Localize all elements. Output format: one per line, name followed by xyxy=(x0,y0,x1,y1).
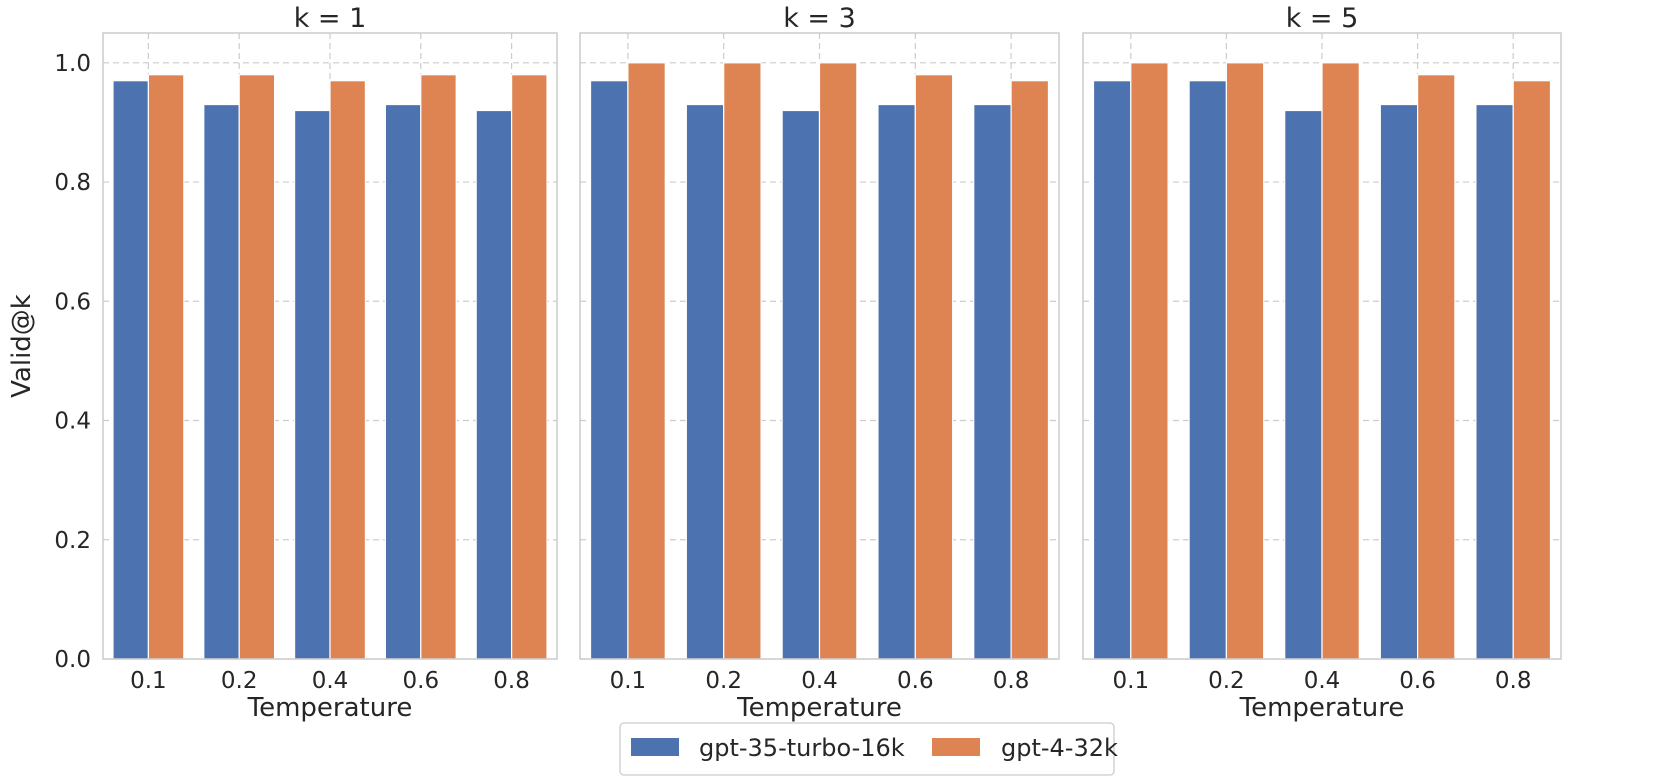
legend-swatch-2 xyxy=(932,738,980,756)
chart-panel-2: 0.1 0.2 0.4 0.6 0.8 Temperature k = 3 xyxy=(579,3,1060,723)
y-tick-label: 0.8 xyxy=(54,170,91,196)
panel-title: k = 1 xyxy=(294,3,367,34)
x-tick-label: 0.2 xyxy=(1208,668,1245,694)
bar-gpt35-0.2 xyxy=(203,103,240,660)
bar-gpt35-0.4 xyxy=(1284,109,1323,660)
bar-gpt35-0.8 xyxy=(475,109,513,660)
x-tick-label: 0.4 xyxy=(801,668,838,694)
panel-title: k = 3 xyxy=(783,3,856,34)
x-axis-label: Temperature xyxy=(1239,693,1405,723)
legend-label-1: gpt-35-turbo-16k xyxy=(699,734,905,762)
bar-gpt4-0.6 xyxy=(1416,74,1456,660)
bar-gpt4-0.8 xyxy=(511,74,548,660)
bar-gpt4-0.2 xyxy=(723,62,762,660)
x-tick-label: 0.2 xyxy=(705,668,742,694)
bar-gpt35-0.2 xyxy=(1188,80,1227,660)
y-tick-label: 1.0 xyxy=(54,51,91,77)
bar-gpt35-0.4 xyxy=(293,109,331,660)
x-tick-label: 0.8 xyxy=(993,668,1030,694)
panel-title: k = 5 xyxy=(1286,3,1359,34)
chart-panel-1: 0.1 0.2 0.4 0.6 0.8 Temperature k = 1 0.0 0.2 0.4… xyxy=(7,3,558,723)
bar-gpt4-0.4 xyxy=(329,80,367,660)
x-tick-label: 0.4 xyxy=(1304,668,1341,694)
y-tick-label: 0.2 xyxy=(54,528,91,554)
x-tick-label: 0.1 xyxy=(1113,668,1150,694)
chart-panel-3: 0.1 0.2 0.4 0.6 0.8 Temperature k = 5 xyxy=(1082,3,1562,723)
bar-gpt35-0.6 xyxy=(877,103,916,660)
legend-swatch-1 xyxy=(631,738,679,756)
x-tick-label: 0.6 xyxy=(403,668,440,694)
x-tick-label: 0.6 xyxy=(1399,668,1436,694)
bar-gpt4-0.2 xyxy=(1225,62,1265,660)
bar-gpt35-0.1 xyxy=(1092,80,1132,660)
bar-gpt4-0.1 xyxy=(1130,62,1169,660)
y-tick-label: 0.0 xyxy=(54,647,91,673)
bar-gpt4-0.8 xyxy=(1010,80,1050,660)
legend-box xyxy=(619,722,1115,776)
y-axis-label: Valid@k xyxy=(7,294,37,398)
bar-gpt35-0.2 xyxy=(685,103,725,660)
x-tick-label: 0.1 xyxy=(130,668,167,694)
bar-gpt4-0.6 xyxy=(420,74,457,660)
bar-gpt4-0.1 xyxy=(147,74,185,660)
bar-gpt4-0.4 xyxy=(818,62,858,660)
x-tick-label: 0.8 xyxy=(1495,668,1532,694)
y-tick-label: 0.4 xyxy=(54,409,91,435)
x-axis-label: Temperature xyxy=(736,693,902,723)
bar-gpt35-0.1 xyxy=(589,80,629,660)
legend: gpt-35-turbo-16k gpt-4-32k xyxy=(619,722,1118,776)
x-tick-label: 0.1 xyxy=(610,668,647,694)
x-tick-label: 0.4 xyxy=(312,668,349,694)
plot-frame xyxy=(579,32,1060,660)
x-axis-label: Temperature xyxy=(247,693,413,723)
bar-gpt4-0.4 xyxy=(1321,62,1360,660)
bar-gpt35-0.6 xyxy=(384,103,422,660)
bar-gpt35-0.6 xyxy=(1379,103,1419,660)
bar-gpt35-0.8 xyxy=(973,103,1012,660)
bar-gpt35-0.4 xyxy=(781,109,821,660)
x-tick-label: 0.8 xyxy=(493,668,530,694)
bar-gpt4-0.8 xyxy=(1512,80,1552,660)
legend-label-2: gpt-4-32k xyxy=(1001,734,1118,762)
bar-gpt35-0.1 xyxy=(112,80,149,660)
y-tick-label: 0.6 xyxy=(54,289,91,315)
bar-gpt4-0.6 xyxy=(914,74,954,660)
x-tick-label: 0.6 xyxy=(897,668,934,694)
plot-frame xyxy=(1082,32,1562,660)
x-tick-label: 0.2 xyxy=(221,668,258,694)
plot-frame xyxy=(102,32,558,660)
bar-gpt4-0.1 xyxy=(627,62,666,660)
bar-gpt4-0.2 xyxy=(238,74,276,660)
bar-gpt35-0.8 xyxy=(1475,103,1514,660)
